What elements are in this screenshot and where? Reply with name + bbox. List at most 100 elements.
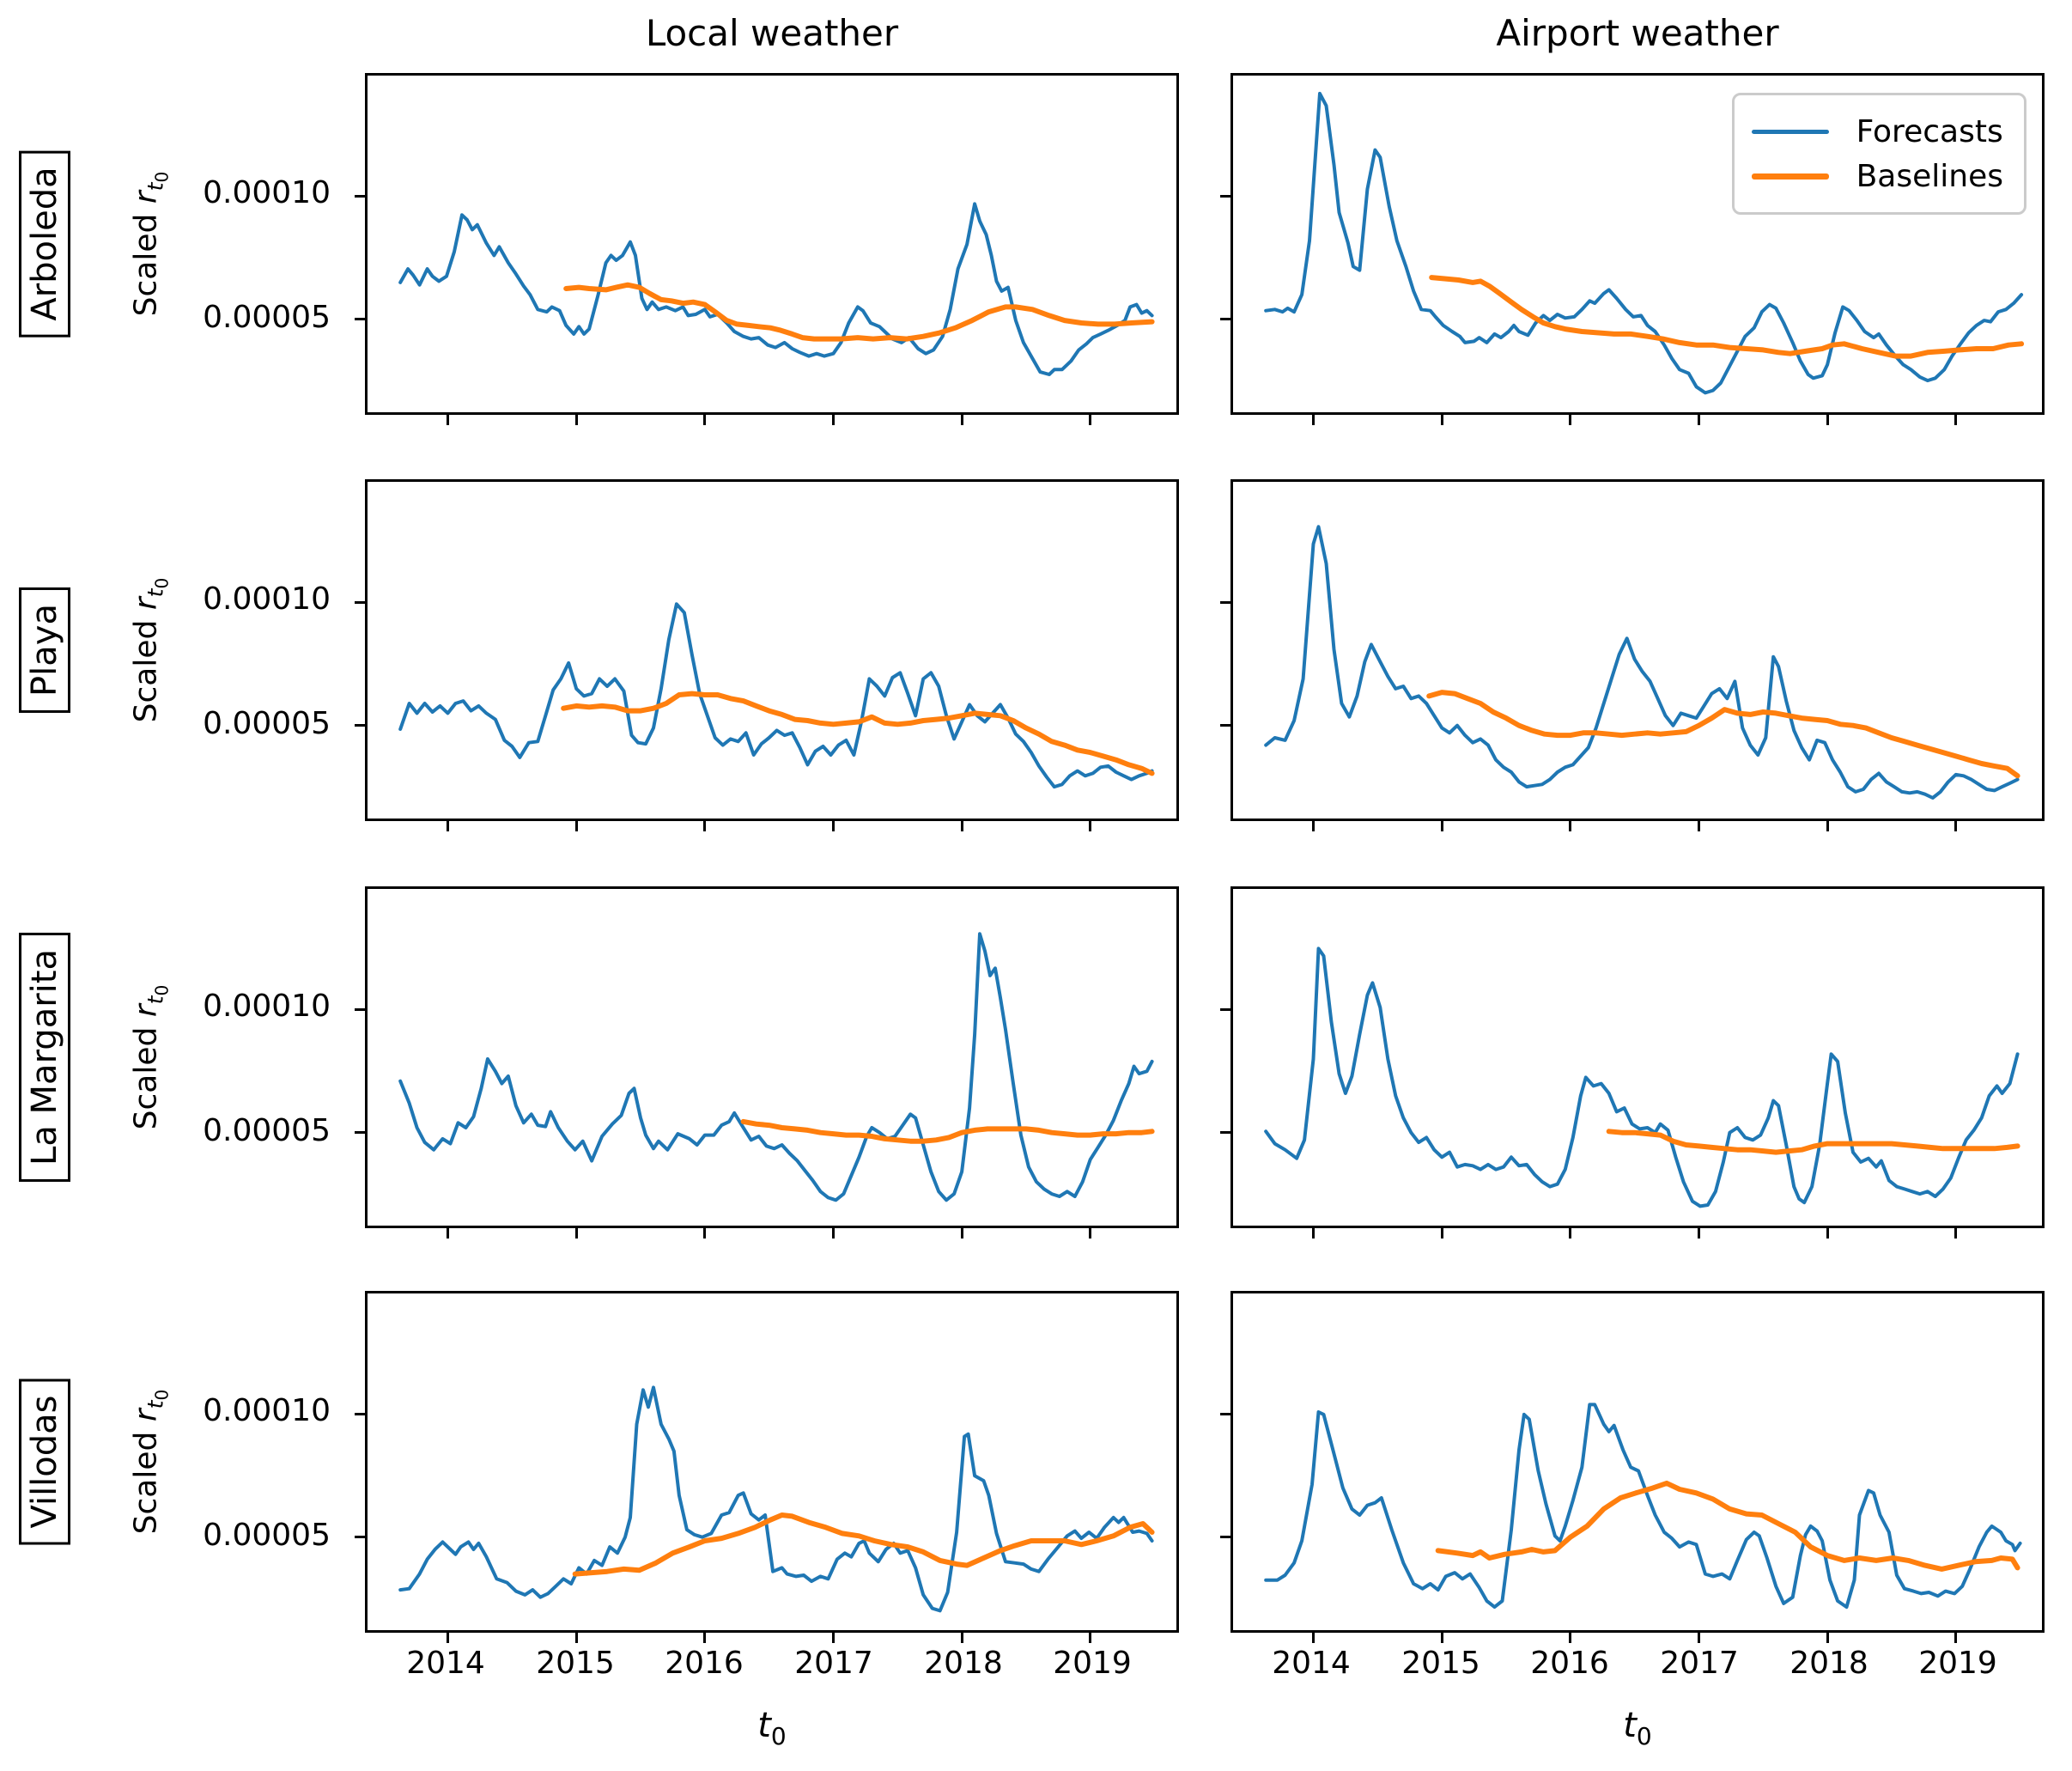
chart-canvas xyxy=(398,202,1155,376)
y-tick-label: 0.00005 xyxy=(203,1113,331,1148)
x-tick-mark xyxy=(1697,1228,1700,1238)
x-tick-mark xyxy=(1312,821,1316,831)
x-tick-label: 2018 xyxy=(924,1646,1003,1681)
y-tick-mark xyxy=(1220,1536,1230,1539)
y-tick-mark xyxy=(355,1536,365,1539)
row-label-arboleda: Arboleda xyxy=(19,150,70,338)
chart-canvas xyxy=(398,602,1155,789)
x-tick-mark xyxy=(703,1633,707,1643)
y-tick-mark xyxy=(355,1008,365,1012)
subplot-villodas-airport xyxy=(1220,1291,2045,1643)
x-tick-mark xyxy=(1954,1228,1958,1238)
x-tick-mark xyxy=(960,1228,963,1238)
series-line-forecasts xyxy=(398,932,1154,1202)
x-tick-mark xyxy=(447,1633,450,1643)
series-line-baselines xyxy=(1429,275,2025,359)
chart-canvas xyxy=(1264,525,2020,800)
series-line-forecasts xyxy=(1264,525,2020,800)
y-tick-mark xyxy=(355,601,365,605)
chart-canvas xyxy=(1264,1403,2022,1610)
x-tick-mark xyxy=(1440,1633,1443,1643)
series-line-baselines xyxy=(572,1512,1155,1577)
x-tick-mark xyxy=(703,821,707,831)
x-tick-label: 2016 xyxy=(1530,1646,1609,1681)
x-tick-mark xyxy=(703,1228,707,1238)
y-tick-label: 0.00005 xyxy=(203,706,331,741)
x-tick-mark xyxy=(1440,1228,1443,1238)
x-tick-mark xyxy=(1569,1633,1572,1643)
subplot-playa-local xyxy=(355,479,1179,831)
legend-label-forecasts: Forecasts xyxy=(1856,113,2003,149)
y-tick-label: 0.00010 xyxy=(203,581,331,617)
x-tick-mark xyxy=(1089,821,1092,831)
x-tick-mark xyxy=(1569,1228,1572,1238)
x-tick-mark xyxy=(1312,415,1316,425)
row-label-villodas: Villodas xyxy=(19,1378,70,1545)
legend-label-baselines: Baselines xyxy=(1856,158,2003,194)
row-label-playa: Playa xyxy=(19,587,70,713)
x-tick-mark xyxy=(831,415,835,425)
column-title-local-weather: Local weather xyxy=(645,12,899,54)
xlabel-sub: 0 xyxy=(770,1722,787,1750)
x-tick-mark xyxy=(1312,1228,1316,1238)
column-title-airport-weather: Airport weather xyxy=(1496,12,1779,54)
series-line-baselines xyxy=(740,1118,1155,1144)
series-line-forecasts xyxy=(398,602,1154,789)
x-tick-label: 2017 xyxy=(794,1646,873,1681)
y-tick-mark xyxy=(1220,195,1230,198)
x-tick-label: 2015 xyxy=(536,1646,615,1681)
y-tick-mark xyxy=(1220,1413,1230,1416)
x-tick-mark xyxy=(1954,1633,1958,1643)
y-tick-mark xyxy=(1220,1008,1230,1012)
x-tick-mark xyxy=(574,1228,578,1238)
chart-canvas xyxy=(398,1385,1155,1613)
x-tick-label: 2019 xyxy=(1053,1646,1132,1681)
x-tick-mark xyxy=(447,821,450,831)
row-label-la-margarita: La Margarita xyxy=(19,933,70,1182)
subplot-la-margarita-local xyxy=(355,886,1179,1238)
subplot-playa-airport xyxy=(1220,479,2045,831)
x-tick-mark xyxy=(1826,1228,1829,1238)
x-tick-mark xyxy=(1569,415,1572,425)
y-tick-label: 0.00005 xyxy=(203,300,331,335)
legend-row-forecasts: Forecasts xyxy=(1751,109,2003,154)
x-tick-label: 2018 xyxy=(1789,1646,1868,1681)
x-tick-mark xyxy=(1312,1633,1316,1643)
chart-canvas xyxy=(398,932,1155,1202)
series-line-forecasts xyxy=(398,202,1154,376)
xlabel-symbol: t xyxy=(1623,1706,1637,1745)
x-tick-label: 2014 xyxy=(1272,1646,1351,1681)
series-line-baselines xyxy=(563,282,1155,342)
x-tick-mark xyxy=(1826,1633,1829,1643)
y-tick-mark xyxy=(355,1413,365,1416)
x-axis-label-left: t0 xyxy=(686,1706,858,1750)
x-tick-mark xyxy=(574,821,578,831)
x-tick-mark xyxy=(1697,821,1700,831)
x-tick-mark xyxy=(1697,415,1700,425)
x-tick-mark xyxy=(1826,415,1829,425)
y-tick-mark xyxy=(355,1131,365,1135)
subplot-la-margarita-airport xyxy=(1220,886,2045,1238)
x-tick-mark xyxy=(447,1228,450,1238)
x-tick-mark xyxy=(1569,821,1572,831)
subplot-arboleda-local xyxy=(355,73,1179,425)
x-tick-mark xyxy=(1440,821,1443,831)
y-tick-mark xyxy=(1220,1131,1230,1135)
series-line-forecasts xyxy=(1264,946,2020,1208)
x-tick-mark xyxy=(1440,415,1443,425)
x-tick-mark xyxy=(1826,821,1829,831)
series-line-baselines xyxy=(1426,690,2020,779)
xlabel-sub: 0 xyxy=(1636,1722,1652,1750)
baselines-line-sample xyxy=(1751,173,1829,180)
y-tick-mark xyxy=(355,724,365,727)
subplot-villodas-local xyxy=(355,1291,1179,1643)
x-tick-mark xyxy=(960,415,963,425)
x-tick-label: 2015 xyxy=(1401,1646,1480,1681)
subplot-arboleda-airport: Forecasts Baselines xyxy=(1220,73,2045,425)
x-axis-label-right: t0 xyxy=(1552,1706,1723,1750)
x-tick-mark xyxy=(1954,821,1958,831)
series-line-baselines xyxy=(561,691,1155,776)
x-tick-mark xyxy=(1697,1633,1700,1643)
x-tick-mark xyxy=(1089,1228,1092,1238)
legend-row-baselines: Baselines xyxy=(1751,154,2003,198)
